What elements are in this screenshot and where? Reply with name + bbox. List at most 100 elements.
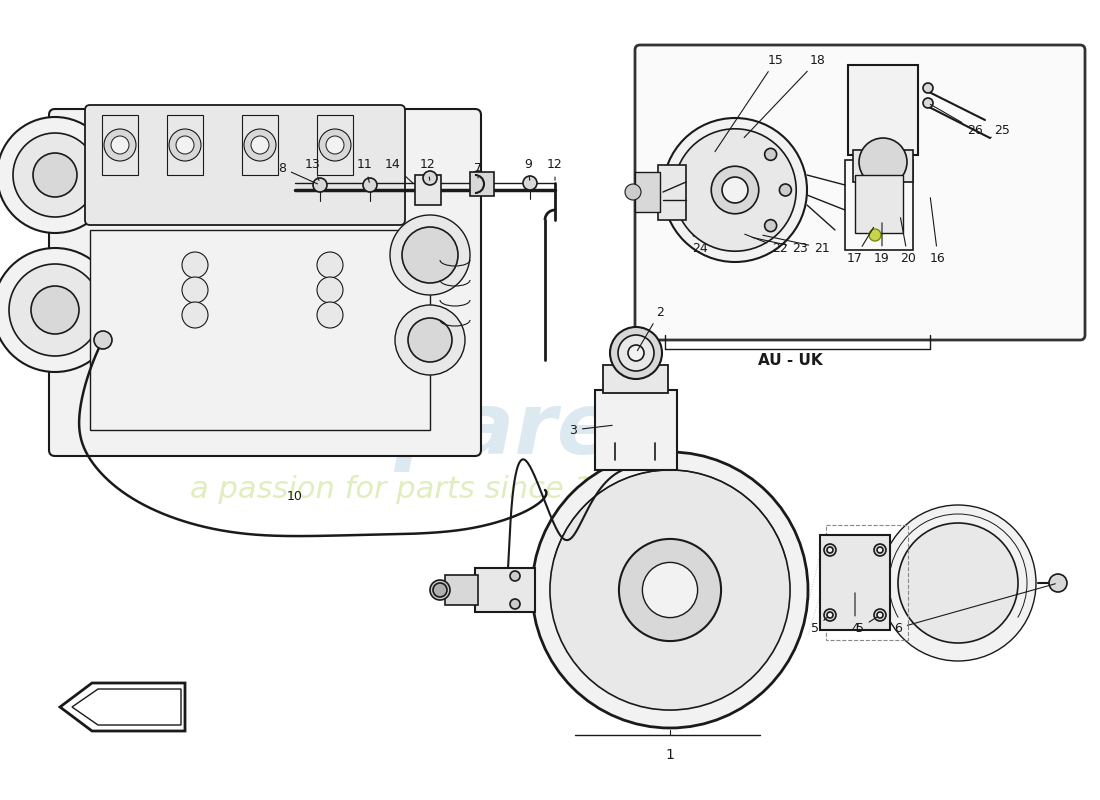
Circle shape — [31, 286, 79, 334]
FancyBboxPatch shape — [85, 105, 405, 225]
Bar — [595, 390, 676, 470]
Circle shape — [877, 612, 883, 618]
Text: 7: 7 — [474, 162, 482, 178]
Circle shape — [510, 571, 520, 581]
Circle shape — [9, 264, 101, 356]
Circle shape — [764, 220, 777, 232]
Bar — [848, 65, 918, 155]
Circle shape — [859, 138, 908, 186]
FancyBboxPatch shape — [50, 109, 481, 456]
Circle shape — [874, 609, 886, 621]
Text: AU - UK: AU - UK — [758, 353, 823, 368]
Text: 11: 11 — [358, 158, 373, 182]
Circle shape — [182, 277, 208, 303]
Text: 1: 1 — [666, 748, 674, 762]
Circle shape — [33, 153, 77, 197]
Circle shape — [869, 229, 881, 241]
Circle shape — [104, 129, 136, 161]
Text: 16: 16 — [931, 198, 946, 265]
Circle shape — [618, 335, 654, 371]
Polygon shape — [60, 683, 185, 731]
Circle shape — [827, 547, 833, 553]
Bar — [820, 535, 890, 630]
Circle shape — [824, 609, 836, 621]
Text: 9: 9 — [524, 158, 532, 180]
Circle shape — [0, 248, 117, 372]
Text: 24: 24 — [692, 236, 708, 254]
Circle shape — [610, 327, 662, 379]
Bar — [167, 115, 204, 175]
Text: 19: 19 — [874, 222, 890, 265]
Bar — [658, 165, 686, 220]
Circle shape — [522, 176, 537, 190]
Text: 12: 12 — [420, 158, 436, 180]
Bar — [102, 115, 138, 175]
Circle shape — [898, 523, 1018, 643]
Circle shape — [317, 302, 343, 328]
Circle shape — [176, 136, 194, 154]
Circle shape — [251, 136, 270, 154]
Circle shape — [314, 178, 327, 192]
Circle shape — [642, 562, 697, 618]
Circle shape — [722, 177, 748, 203]
Bar — [845, 160, 913, 250]
Circle shape — [182, 252, 208, 278]
Text: 23: 23 — [752, 238, 807, 254]
Text: 2: 2 — [637, 306, 664, 350]
Circle shape — [1049, 574, 1067, 592]
Bar — [446, 575, 478, 605]
Circle shape — [824, 544, 836, 556]
Text: 15: 15 — [715, 54, 784, 152]
Circle shape — [326, 136, 344, 154]
Bar — [475, 568, 535, 612]
Text: 6: 6 — [894, 584, 1055, 634]
Circle shape — [880, 505, 1036, 661]
Text: 18: 18 — [744, 54, 826, 138]
Circle shape — [663, 118, 807, 262]
Bar — [242, 115, 278, 175]
Text: 10: 10 — [287, 490, 303, 503]
Text: 17: 17 — [847, 227, 873, 265]
Circle shape — [395, 305, 465, 375]
Text: eurospare: eurospare — [123, 389, 617, 471]
Text: 21: 21 — [763, 235, 829, 254]
Bar — [317, 115, 353, 175]
Circle shape — [923, 98, 933, 108]
Text: 26: 26 — [931, 104, 983, 137]
Text: 22: 22 — [745, 234, 788, 254]
Circle shape — [532, 452, 808, 728]
Circle shape — [471, 171, 485, 185]
Bar — [855, 175, 903, 233]
Circle shape — [94, 331, 112, 349]
Circle shape — [877, 547, 883, 553]
Bar — [415, 175, 441, 205]
Text: 12: 12 — [547, 158, 563, 180]
Circle shape — [317, 252, 343, 278]
Circle shape — [874, 544, 886, 556]
Circle shape — [827, 612, 833, 618]
Text: 20: 20 — [900, 218, 916, 265]
Text: 3: 3 — [569, 423, 613, 437]
Circle shape — [0, 117, 113, 233]
Bar — [470, 172, 494, 196]
Text: 4: 4 — [851, 593, 859, 634]
Circle shape — [424, 171, 437, 185]
Text: 8: 8 — [278, 162, 318, 184]
Circle shape — [363, 178, 377, 192]
Circle shape — [510, 599, 520, 609]
Circle shape — [390, 215, 470, 295]
Circle shape — [13, 133, 97, 217]
Text: a passion for parts since 1983: a passion for parts since 1983 — [189, 475, 650, 505]
Circle shape — [780, 184, 791, 196]
Circle shape — [169, 129, 201, 161]
Circle shape — [764, 148, 777, 160]
Circle shape — [402, 227, 458, 283]
Text: 5: 5 — [856, 617, 878, 634]
Text: 25: 25 — [990, 123, 1010, 138]
Circle shape — [430, 580, 450, 600]
Bar — [852, 150, 913, 182]
Bar — [90, 230, 430, 430]
Circle shape — [182, 302, 208, 328]
Circle shape — [625, 184, 641, 200]
Circle shape — [433, 583, 447, 597]
